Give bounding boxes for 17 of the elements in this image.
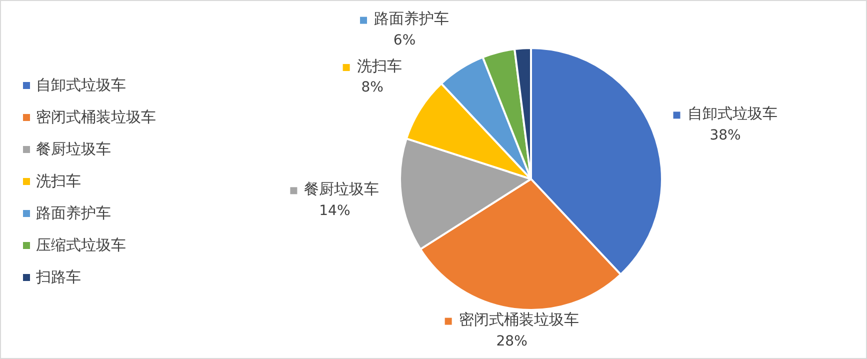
data-label: 38% — [710, 127, 741, 144]
legend-label: 密闭式桶装垃圾车 — [458, 310, 579, 329]
category-label: 密闭式桶装垃圾车 — [36, 108, 156, 126]
legend-label: 自卸式垃圾车 — [687, 104, 778, 123]
data-label: 8% — [361, 80, 384, 96]
category-label: 餐厨垃圾车 — [36, 140, 111, 158]
legend-label: 扫路车 — [36, 268, 81, 286]
category-label: 洗扫车 — [36, 172, 81, 190]
data-label: 28% — [496, 333, 528, 350]
legend-label: 路面养护车 — [374, 10, 450, 28]
category-label: 路面养护车 — [36, 204, 111, 222]
category-label: 自卸式垃圾车 — [36, 76, 126, 94]
legend-label: 洗扫车 — [356, 56, 402, 75]
legend-label: 餐厨垃圾车 — [304, 180, 380, 198]
data-label: 14% — [319, 202, 350, 219]
data-label: 6% — [393, 32, 416, 48]
legend-label: 压缩式垃圾车 — [36, 236, 126, 254]
